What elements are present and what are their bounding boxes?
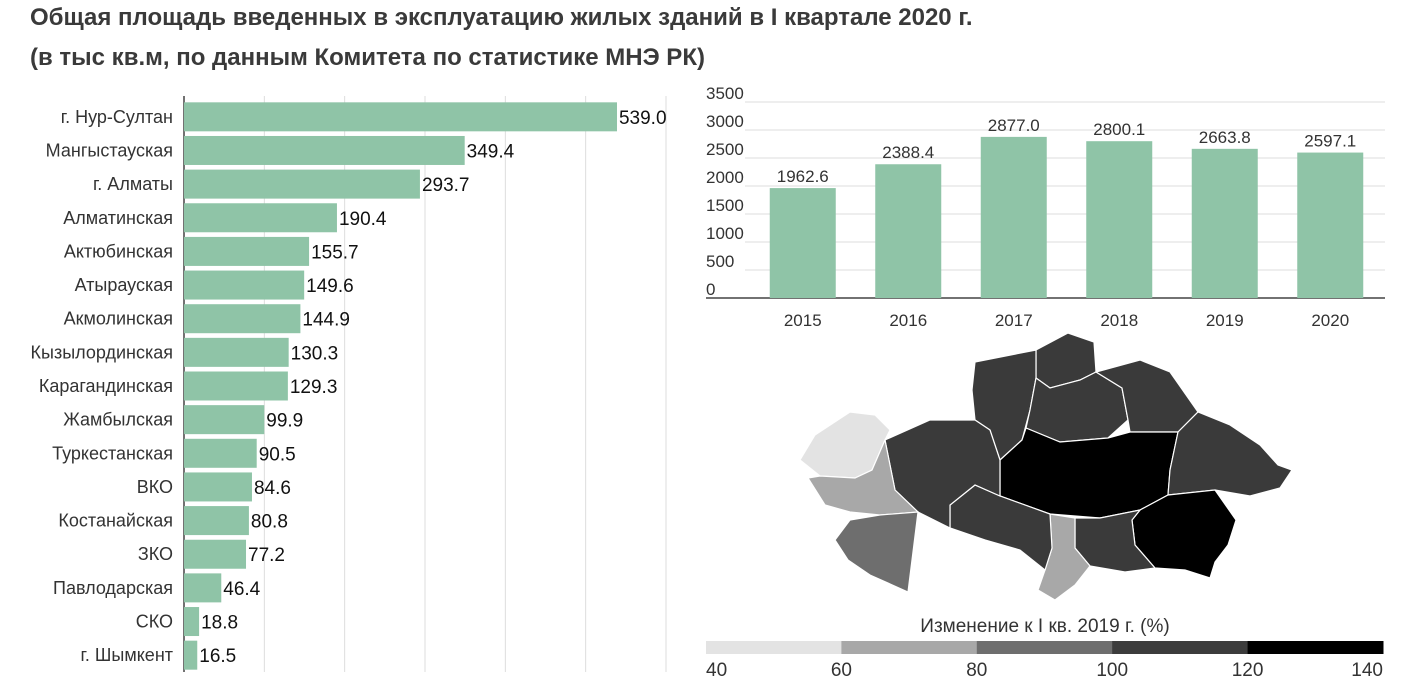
kazakhstan-map — [799, 332, 1293, 601]
bar — [1086, 141, 1153, 298]
x-tick-label: 2019 — [1206, 311, 1244, 330]
bar — [184, 304, 301, 334]
category-label: Мангыстауская — [46, 140, 173, 160]
category-label: Туркестанская — [52, 443, 173, 463]
data-label: 80.8 — [251, 512, 288, 533]
map-region-mangystau — [834, 511, 919, 593]
y-tick-label: 2000 — [706, 168, 744, 187]
category-label: Атырауская — [75, 275, 173, 295]
yearly-bar-chart: 0 500 1000 1500 2000 2500 3000 3500 1962.6 2015 23… — [706, 84, 1385, 330]
category-label: Актюбинская — [64, 241, 173, 261]
legend-tick-label: 80 — [966, 660, 987, 681]
data-label: 144.9 — [302, 310, 350, 331]
bar — [1297, 152, 1364, 298]
data-label: 293.7 — [422, 175, 470, 196]
bar — [184, 203, 337, 233]
legend-tick-label: 120 — [1232, 660, 1264, 681]
data-label: 539.0 — [619, 108, 667, 129]
regional-bar-chart: г. Нур-Султан 539.0 Мангыстауская 349.4 г. А… — [31, 96, 667, 672]
category-label: Жамбылская — [63, 410, 173, 430]
category-label: Алматинская — [63, 208, 173, 228]
data-label: 155.7 — [311, 242, 359, 263]
y-tick-label: 0 — [706, 280, 715, 299]
bar — [875, 164, 942, 298]
legend-segment — [706, 641, 842, 654]
bar — [184, 438, 257, 468]
bar — [184, 169, 420, 199]
legend-segment — [976, 641, 1113, 654]
y-tick-label: 1000 — [706, 224, 744, 243]
data-label: 84.6 — [254, 478, 291, 499]
bar — [184, 539, 247, 569]
legend-segment — [841, 641, 978, 654]
bar — [184, 472, 252, 502]
legend-title: Изменение к I кв. 2019 г. (%) — [920, 616, 1169, 637]
data-label: 99.9 — [266, 411, 303, 432]
bar — [184, 270, 305, 300]
chart-subtitle: (в тыс кв.м, по данным Комитета по стати… — [30, 44, 705, 71]
color-scale-legend: Изменение к I кв. 2019 г. (%) 40 60 80 100 12… — [706, 616, 1384, 681]
map-region-atyrau — [807, 438, 920, 516]
y-tick-label: 1500 — [706, 196, 744, 215]
legend-tick-label: 60 — [831, 660, 852, 681]
legend-tick-label: 140 — [1351, 660, 1383, 681]
chart-title: Общая площадь введенных в эксплуатацию ж… — [30, 4, 973, 31]
data-label: 77.2 — [248, 545, 285, 566]
category-label: Кызылординская — [31, 342, 173, 362]
data-label: 46.4 — [223, 579, 260, 600]
bar — [184, 405, 265, 435]
y-tick-label: 3500 — [706, 84, 744, 103]
category-label: г. Нур-Султан — [61, 107, 173, 127]
data-label: 149.6 — [306, 276, 354, 297]
category-label: Костанайская — [58, 511, 173, 531]
bar — [184, 371, 288, 401]
data-label: 2877.0 — [988, 116, 1040, 135]
category-label: Карагандинская — [39, 376, 173, 396]
category-label: г. Шымкент — [81, 645, 173, 665]
data-label: 190.4 — [339, 209, 387, 230]
bar — [184, 102, 617, 132]
category-label: ЗКО — [138, 544, 173, 564]
data-label: 90.5 — [259, 444, 296, 465]
bar — [184, 640, 198, 670]
x-tick-label: 2020 — [1311, 311, 1349, 330]
x-tick-label: 2016 — [889, 311, 927, 330]
data-label: 2388.4 — [882, 143, 934, 162]
y-tick-label: 2500 — [706, 140, 744, 159]
data-label: 349.4 — [467, 141, 515, 162]
bar — [980, 136, 1047, 298]
legend-tick-label: 40 — [706, 660, 727, 681]
bar — [184, 607, 200, 637]
data-label: 2597.1 — [1304, 132, 1356, 151]
x-tick-label: 2018 — [1100, 311, 1138, 330]
bar — [184, 135, 465, 165]
legend-segment — [1112, 641, 1249, 654]
bar — [184, 236, 310, 266]
category-label: ВКО — [137, 477, 173, 497]
map-region-vko — [1167, 411, 1293, 497]
data-label: 2800.1 — [1093, 120, 1145, 139]
x-tick-label: 2017 — [995, 311, 1033, 330]
y-tick-label: 3000 — [706, 112, 744, 131]
category-label: г. Алматы — [93, 174, 173, 194]
category-label: Павлодарская — [53, 578, 173, 598]
y-tick-label: 500 — [706, 252, 734, 271]
category-label: Акмолинская — [64, 309, 173, 329]
bar — [1191, 148, 1258, 298]
legend-tick-label: 100 — [1096, 660, 1128, 681]
data-label: 130.3 — [291, 343, 339, 364]
legend-segment — [1247, 641, 1384, 654]
x-tick-label: 2015 — [784, 311, 822, 330]
bar — [769, 188, 836, 298]
data-label: 16.5 — [199, 646, 236, 667]
data-label: 18.8 — [201, 613, 238, 634]
category-label: СКО — [136, 612, 173, 632]
bar — [184, 506, 249, 536]
bar — [184, 573, 222, 603]
data-label: 1962.6 — [777, 167, 829, 186]
data-label: 2663.8 — [1199, 128, 1251, 147]
bar — [184, 337, 289, 367]
data-label: 129.3 — [290, 377, 338, 398]
